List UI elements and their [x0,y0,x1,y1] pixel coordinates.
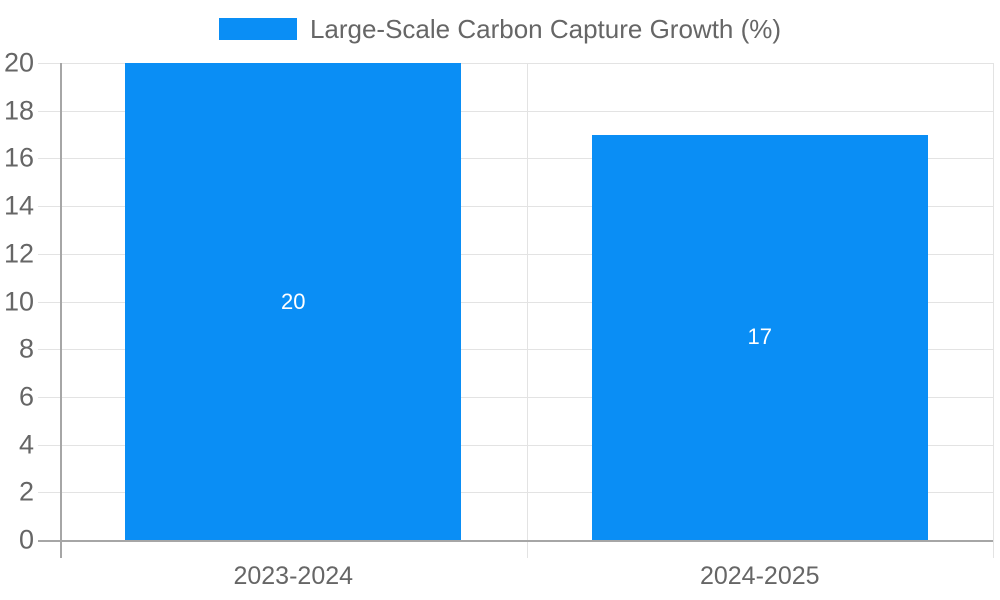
legend-swatch-icon [218,18,297,40]
y-axis-tick-label: 16 [3,142,34,173]
legend-label: Large-Scale Carbon Capture Growth (%) [309,14,782,44]
gridline-y-4 [38,444,993,446]
y-axis-line [60,63,62,558]
gridline-y-18 [38,110,993,112]
gridline-y-2 [38,492,993,494]
plot-area: 0 2 4 6 8 10 12 14 16 18 20 20 2023-2024 17 2024-2025 [4,48,994,590]
bar-value-label: 20 [280,288,306,314]
x-axis-tick-label: 2024-2025 [699,562,820,590]
y-axis-tick-label: 0 [18,524,34,555]
y-axis-tick-label: 6 [18,381,34,412]
y-axis-tick-label: 10 [3,286,34,316]
y-axis-tick-label: 18 [3,95,34,126]
gridline-y-0 [38,540,993,542]
y-axis-tick-label: 4 [18,429,34,460]
legend[interactable]: Large-Scale Carbon Capture Growth (%) [0,14,1000,44]
x-axis-tick-label: 2023-2024 [233,562,354,590]
y-axis-tick-label: 20 [3,47,34,78]
gridline-y-12 [38,253,993,255]
gridline-y-20 [38,63,993,64]
bar-value-label: 17 [747,324,772,350]
gridline-y-14 [38,206,993,208]
gridline-y-6 [38,396,993,398]
y-axis-tick-label: 12 [3,238,34,269]
y-axis-tick-label: 8 [18,333,34,364]
bar-2024-2025[interactable]: 17 [591,134,928,540]
gridline-y-8 [38,349,993,351]
category-boundary-line [526,63,528,558]
bar-2023-2024[interactable]: 20 [125,63,462,540]
y-axis-tick-label: 2 [18,476,34,507]
gridline-y-10 [38,301,993,303]
gridline-y-16 [38,158,993,160]
category-boundary-line [993,63,994,558]
y-axis-tick-label: 14 [3,190,34,221]
